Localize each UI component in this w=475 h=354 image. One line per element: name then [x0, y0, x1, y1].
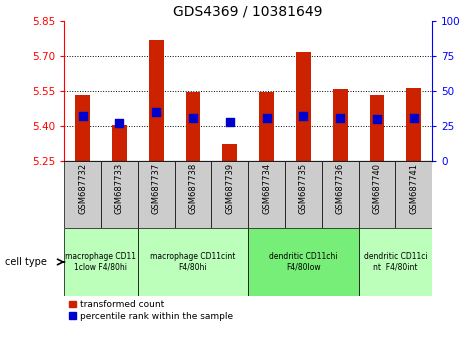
- Point: [300, 114, 307, 119]
- Text: GSM687740: GSM687740: [372, 163, 381, 214]
- Bar: [333, 89, 348, 161]
- Bar: [149, 40, 163, 161]
- Text: GSM687739: GSM687739: [225, 163, 234, 214]
- Text: macrophage CD11
1clow F4/80hi: macrophage CD11 1clow F4/80hi: [66, 252, 136, 272]
- Bar: [112, 125, 127, 161]
- Point: [336, 115, 344, 121]
- Bar: [322, 161, 359, 228]
- Bar: [175, 161, 211, 228]
- Point: [263, 115, 270, 121]
- Text: macrophage CD11cint
F4/80hi: macrophage CD11cint F4/80hi: [150, 252, 236, 272]
- Point: [115, 120, 123, 126]
- Text: GSM687738: GSM687738: [189, 163, 198, 214]
- Text: dendritic CD11ci
nt  F4/80int: dendritic CD11ci nt F4/80int: [364, 252, 427, 272]
- Bar: [285, 161, 322, 228]
- Text: GSM687737: GSM687737: [152, 163, 161, 214]
- Bar: [248, 228, 359, 296]
- Point: [152, 109, 160, 115]
- Text: GSM687741: GSM687741: [409, 163, 418, 214]
- Bar: [211, 161, 248, 228]
- Point: [373, 116, 381, 122]
- Text: GSM687734: GSM687734: [262, 163, 271, 214]
- Bar: [222, 144, 237, 161]
- Point: [410, 115, 418, 121]
- Legend: transformed count, percentile rank within the sample: transformed count, percentile rank withi…: [69, 300, 234, 321]
- Bar: [395, 161, 432, 228]
- Point: [189, 115, 197, 121]
- Title: GDS4369 / 10381649: GDS4369 / 10381649: [173, 5, 323, 19]
- Bar: [248, 161, 285, 228]
- Bar: [64, 161, 101, 228]
- Text: cell type: cell type: [5, 257, 47, 267]
- Bar: [370, 95, 384, 161]
- Bar: [138, 161, 175, 228]
- Text: GSM687733: GSM687733: [115, 163, 124, 214]
- Bar: [101, 161, 138, 228]
- Bar: [75, 95, 90, 161]
- Bar: [296, 52, 311, 161]
- Text: GSM687735: GSM687735: [299, 163, 308, 214]
- Bar: [407, 88, 421, 161]
- Point: [226, 119, 234, 125]
- Bar: [259, 92, 274, 161]
- Bar: [138, 228, 248, 296]
- Bar: [359, 228, 432, 296]
- Text: dendritic CD11chi
F4/80low: dendritic CD11chi F4/80low: [269, 252, 338, 272]
- Bar: [359, 161, 395, 228]
- Text: GSM687736: GSM687736: [336, 163, 345, 214]
- Text: GSM687732: GSM687732: [78, 163, 87, 214]
- Bar: [64, 228, 138, 296]
- Bar: [186, 92, 200, 161]
- Point: [79, 114, 86, 119]
